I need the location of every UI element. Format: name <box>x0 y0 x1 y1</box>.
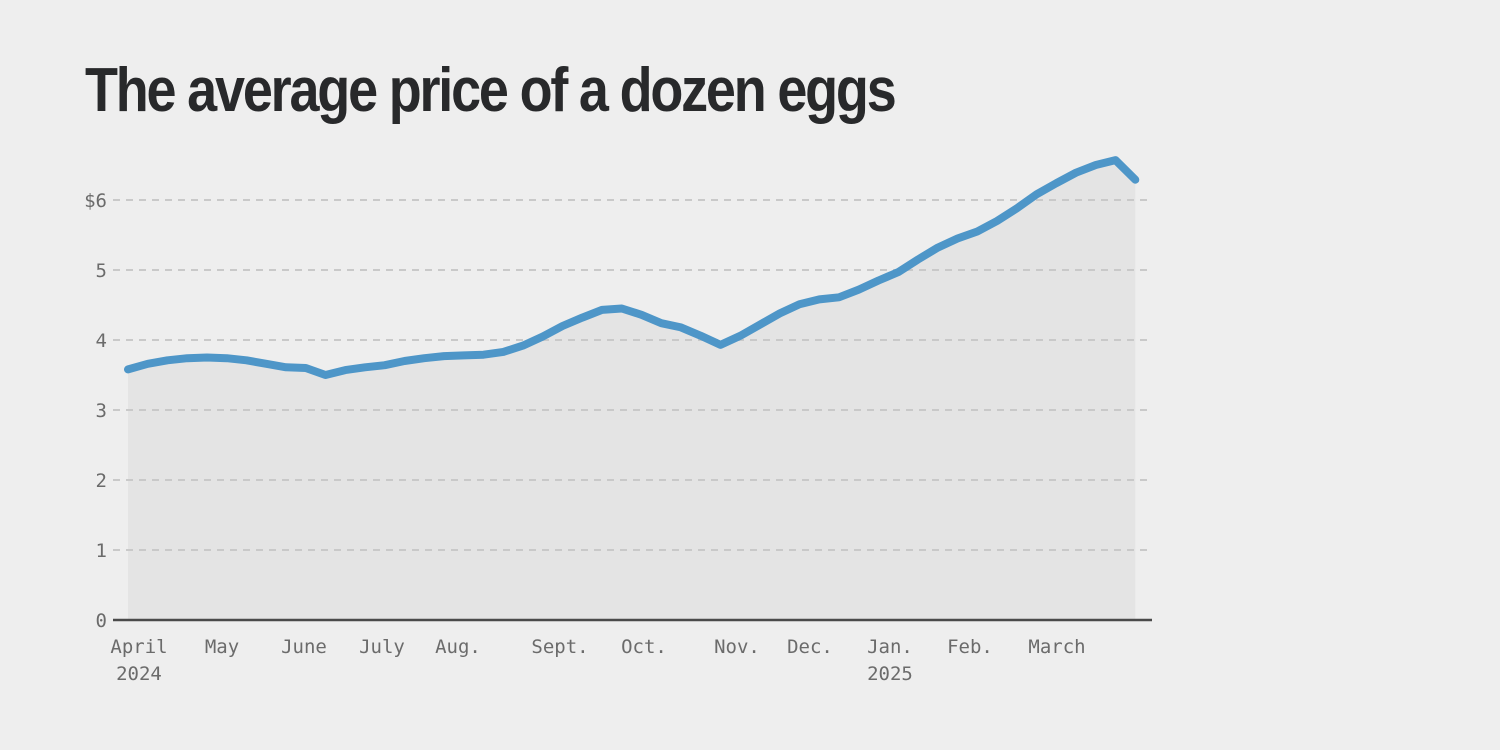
x-tick-label: Nov. <box>714 636 760 658</box>
y-tick-label: 3 <box>96 400 107 422</box>
x-tick-label: March <box>1028 636 1085 658</box>
x-tick-label: Oct. <box>621 636 667 658</box>
x-tick-label: May <box>205 636 239 658</box>
x-tick-year-label: 2025 <box>867 663 913 685</box>
x-tick-label: July <box>359 636 405 658</box>
y-tick-label: $6 <box>84 190 107 212</box>
y-tick-label: 0 <box>96 610 107 632</box>
y-tick-label: 1 <box>96 540 107 562</box>
price-line <box>124 156 1140 379</box>
x-tick-label: April <box>110 636 167 658</box>
y-tick-label: 5 <box>96 260 107 282</box>
y-tick-label: 4 <box>96 330 107 352</box>
x-tick-label: June <box>281 636 327 658</box>
x-tick-label: Aug. <box>435 636 481 658</box>
x-tick-label: Sept. <box>531 636 588 658</box>
x-tick-year-label: 2024 <box>116 663 162 685</box>
x-tick-label: Jan. <box>867 636 913 658</box>
y-tick-label: 2 <box>96 470 107 492</box>
x-tick-label: Feb. <box>947 636 993 658</box>
page-title: The average price of a dozen eggs <box>85 56 897 125</box>
price-area-fill <box>128 160 1136 620</box>
x-tick-label: Dec. <box>787 636 833 658</box>
